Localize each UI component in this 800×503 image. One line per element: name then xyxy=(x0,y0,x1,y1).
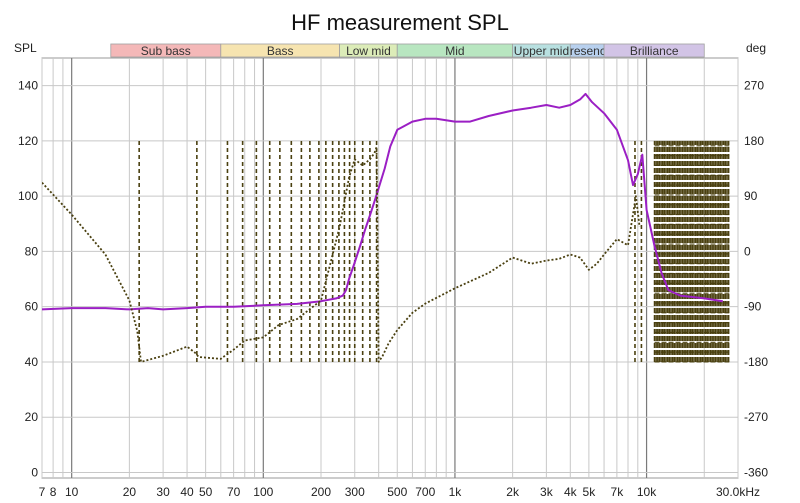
y-left-tick-label: 100 xyxy=(18,189,38,203)
band-label: Mid xyxy=(445,44,464,58)
x-tick-label: 100 xyxy=(253,485,273,499)
x-tick-label: 20 xyxy=(123,485,137,499)
x-tick-label: 50 xyxy=(199,485,213,499)
x-tick-label: 7k xyxy=(611,485,625,499)
x-tick-label: 4k xyxy=(564,485,578,499)
y-left-tick-label: 0 xyxy=(31,465,38,479)
y-right-tick-label: -270 xyxy=(744,410,768,424)
y-right-tick-label: -180 xyxy=(744,355,768,369)
y-left-tick-label: 60 xyxy=(25,300,39,314)
y-left-tick-label: 80 xyxy=(25,244,39,258)
y-right-tick-label: 270 xyxy=(744,79,764,93)
phase-wrap-dense xyxy=(653,140,730,363)
band-label: Bass xyxy=(267,44,294,58)
x-tick-label: 8 xyxy=(50,485,57,499)
x-tick-label: 30.0kHz xyxy=(716,485,760,499)
x-tick-label: 300 xyxy=(345,485,365,499)
x-tick-label: 3k xyxy=(540,485,554,499)
y-left-tick-label: 120 xyxy=(18,134,38,148)
y-right-tick-label: 90 xyxy=(744,189,758,203)
band-label: Low mid xyxy=(346,44,391,58)
band-label: Sub bass xyxy=(141,44,191,58)
chart-title: HF measurement SPL xyxy=(291,10,509,35)
x-tick-label: 200 xyxy=(311,485,331,499)
y-left-tick-label: 20 xyxy=(25,410,39,424)
x-tick-label: 70 xyxy=(227,485,241,499)
y-right-tick-label: -90 xyxy=(744,300,762,314)
y-right-tick-label: 180 xyxy=(744,134,764,148)
y-left-tick-label: 40 xyxy=(25,355,39,369)
plot-area: 7 8 10 20 30 40 50 70 100 200 300 500 700 1k 2k 3k 4k 5k 7… xyxy=(18,57,768,499)
x-tick-label: 1k xyxy=(449,485,463,499)
x-tick-label: 40 xyxy=(180,485,194,499)
band-label: Brilliance xyxy=(630,44,679,58)
y-right-tick-label: -360 xyxy=(744,465,768,479)
band-brilliance xyxy=(603,43,705,58)
x-tick-label: 700 xyxy=(415,485,435,499)
left-axis-label: SPL xyxy=(14,41,37,55)
right-axis-label: deg xyxy=(746,41,766,55)
x-tick-label: 5k xyxy=(583,485,597,499)
x-tick-label: 10k xyxy=(637,485,657,499)
x-tick-label: 7 xyxy=(39,485,46,499)
phase-series-line xyxy=(42,146,641,363)
x-tick-label: 2k xyxy=(506,485,520,499)
band-label: Upper mid xyxy=(514,44,569,58)
plot-frame xyxy=(41,57,739,479)
band-label: Presence xyxy=(562,44,613,58)
x-tick-label: 500 xyxy=(387,485,407,499)
x-tick-label: 30 xyxy=(156,485,170,499)
x-tick-label: 10 xyxy=(65,485,79,499)
spl-series-line xyxy=(42,92,723,311)
y-right-tick-label: 0 xyxy=(744,244,751,258)
y-left-tick-label: 140 xyxy=(18,79,38,93)
